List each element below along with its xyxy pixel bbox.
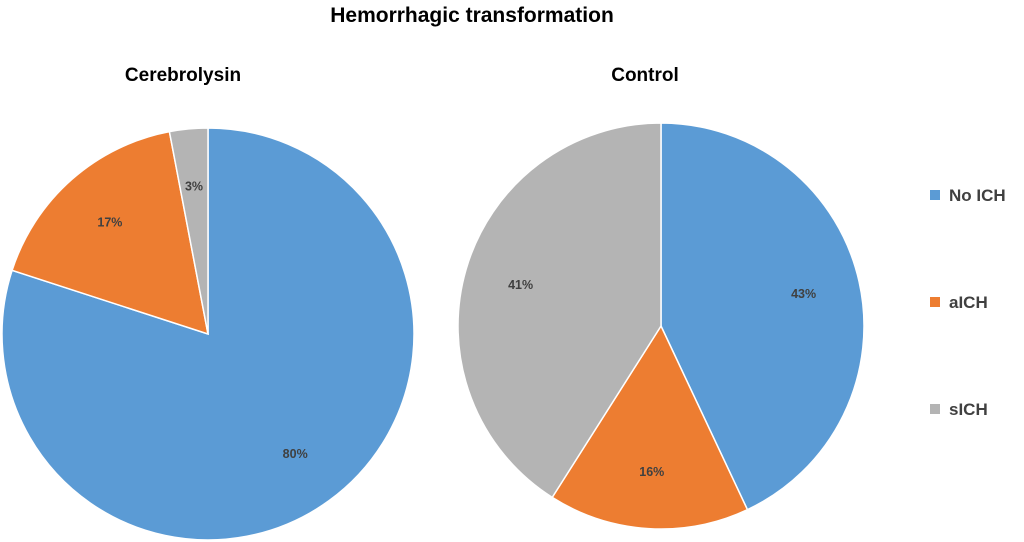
legend-item-sich: sICH xyxy=(930,400,988,419)
pie-title-control: Control xyxy=(611,65,679,86)
data-label-cerebrolysin-no-ich: 80% xyxy=(283,447,308,461)
legend-swatch-no-ich xyxy=(930,190,940,200)
legend-item-no-ich: No ICH xyxy=(930,186,1006,205)
pie-slice-cerebrolysin-aich xyxy=(11,130,209,336)
pie-slice-cerebrolysin-sich xyxy=(168,127,209,335)
pie-title-cerebrolysin: Cerebrolysin xyxy=(125,65,241,86)
legend: No ICH aICH sICH xyxy=(930,186,1006,419)
pie-slice-control-aich xyxy=(551,324,749,530)
data-label-cerebrolysin-aich: 17% xyxy=(97,216,122,230)
legend-label-aich: aICH xyxy=(949,293,988,312)
legend-item-aich: aICH xyxy=(930,293,988,312)
data-label-control-aich: 16% xyxy=(639,465,664,479)
pie-slice-control-no-ich xyxy=(660,122,865,511)
legend-swatch-sich xyxy=(930,404,940,414)
pie-cerebrolysin: 80% 17% 3% xyxy=(1,127,415,541)
data-label-cerebrolysin-sich: 3% xyxy=(185,179,203,193)
pie-control: 43% 16% 41% xyxy=(457,122,865,530)
legend-swatch-aich xyxy=(930,297,940,307)
data-label-control-sich: 41% xyxy=(508,278,533,292)
data-label-control-no-ich: 43% xyxy=(791,287,816,301)
legend-label-sich: sICH xyxy=(949,400,988,419)
pie-slice-control-sich xyxy=(457,122,662,499)
chart-title: Hemorrhagic transformation xyxy=(330,4,614,27)
legend-label-no-ich: No ICH xyxy=(949,186,1006,205)
